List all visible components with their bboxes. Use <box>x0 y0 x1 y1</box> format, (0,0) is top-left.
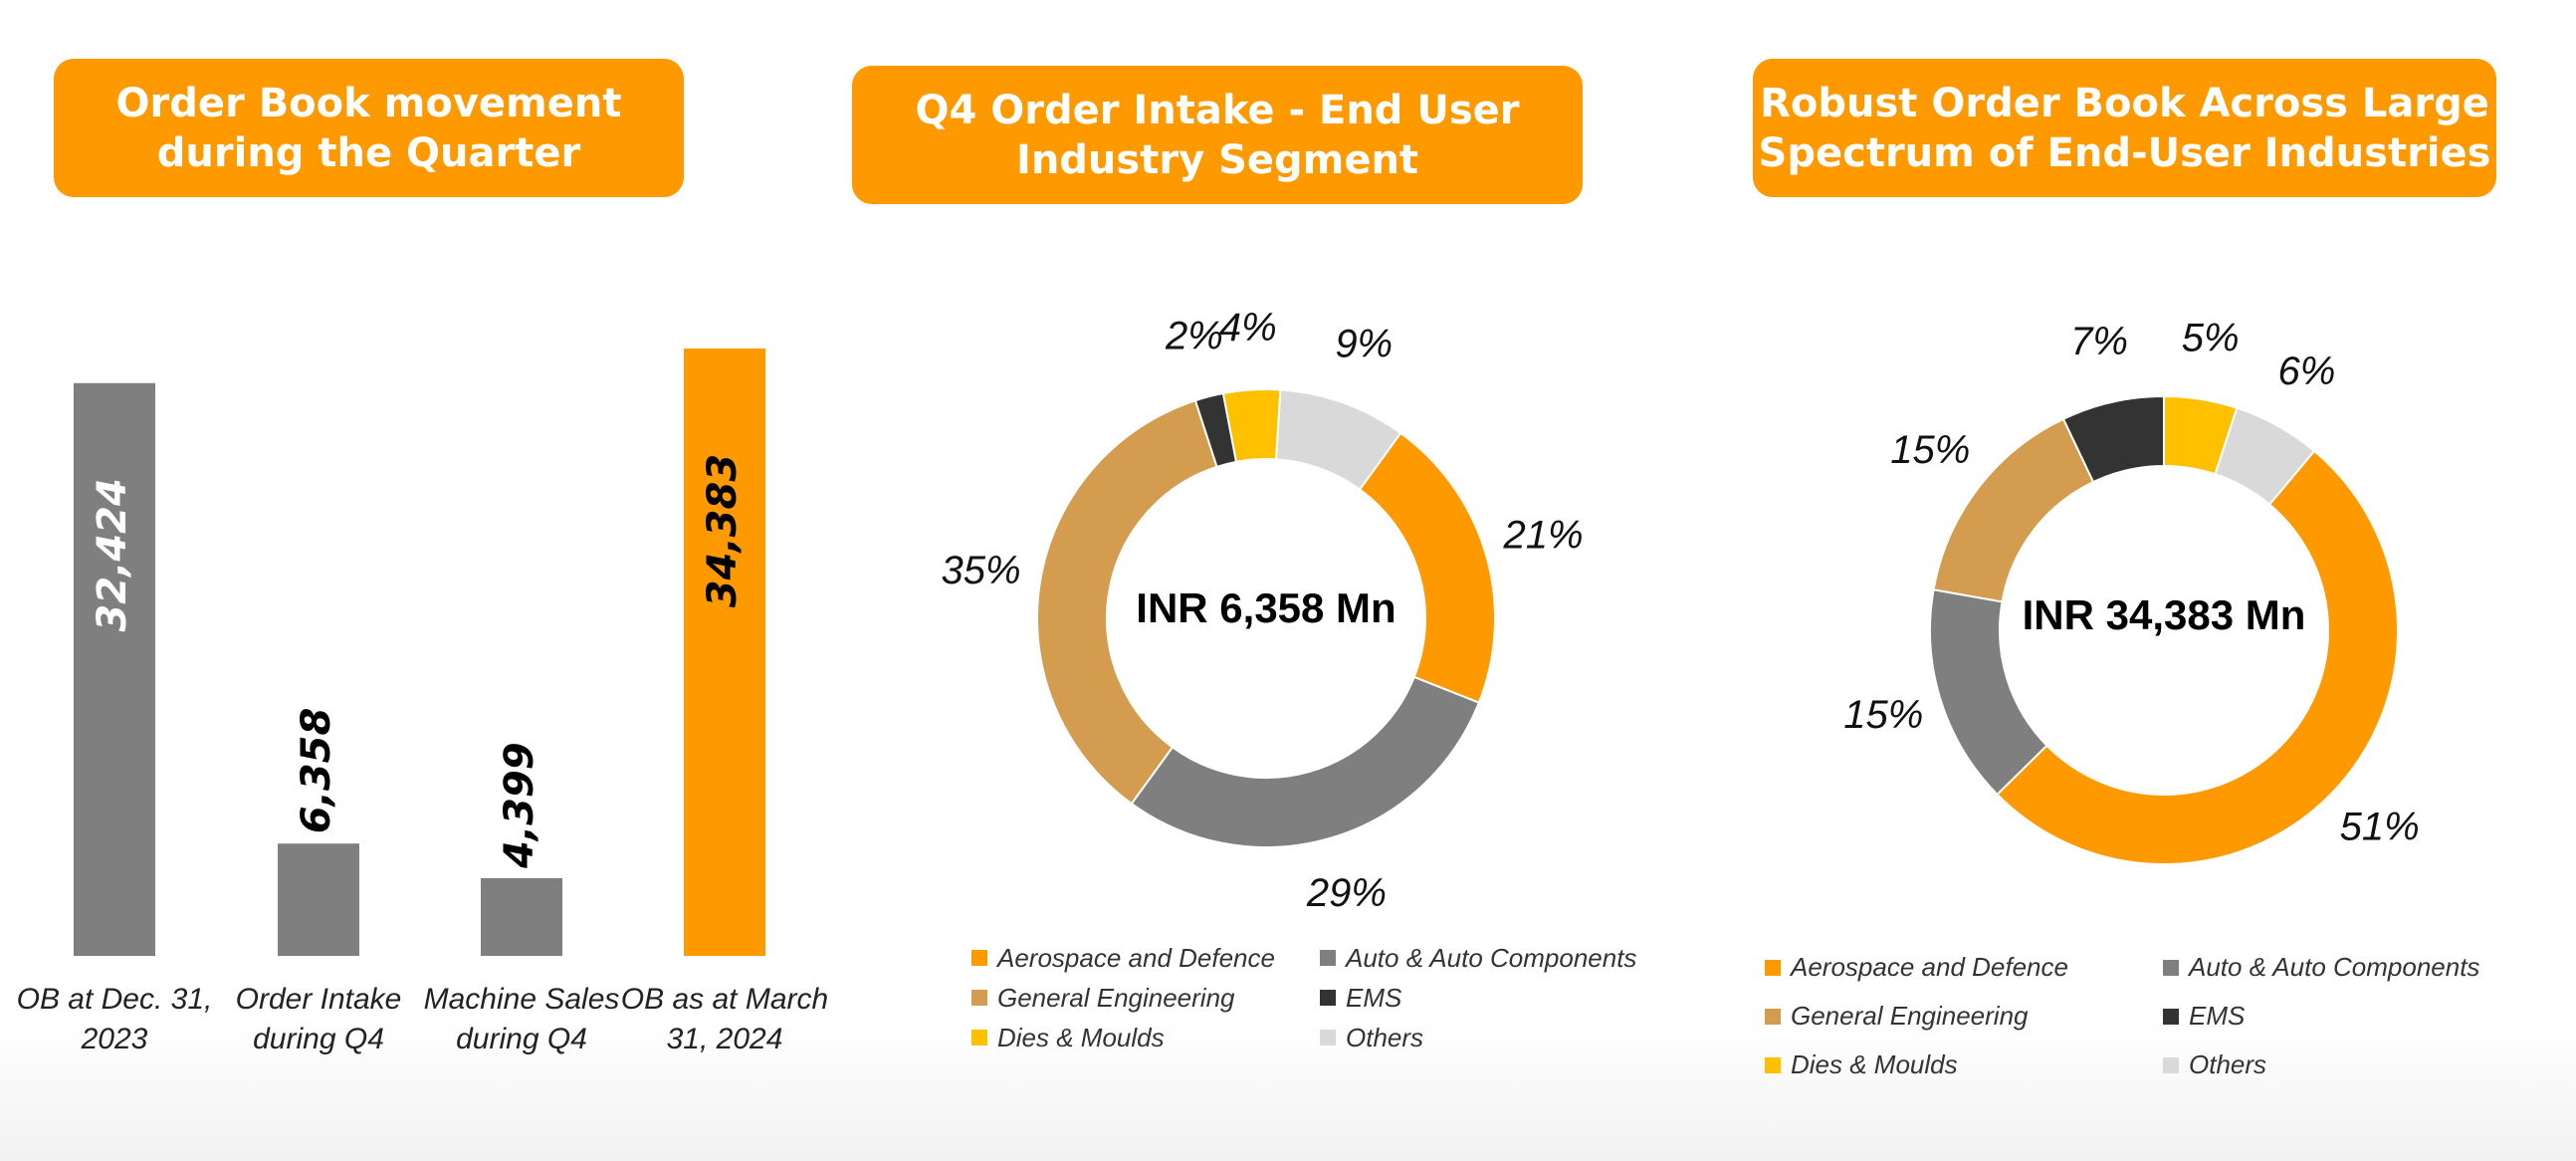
bar-category-label: OB at Dec. 31, 2023 <box>16 983 213 1055</box>
donut-slice-label: 6% <box>2278 349 2336 393</box>
bar-0 <box>74 382 155 956</box>
donut-slice-label: 35% <box>942 549 1021 592</box>
donut-slice-label: 2% <box>1165 315 1223 358</box>
legend-swatch <box>1765 1056 1781 1073</box>
legend-item: Aerospace and Defence <box>971 938 1320 978</box>
legend-swatch <box>1320 990 1336 1006</box>
bar-3 <box>684 348 765 956</box>
donut-center-label-order-book: INR 34,383 Mn <box>2022 591 2306 638</box>
bar-value-label: 6,358 <box>294 708 339 834</box>
bar-category-label: Machine Sales during Q4 <box>423 983 620 1055</box>
legend-item: Dies & Moulds <box>1765 1041 2163 1089</box>
bar-value-label: 34,383 <box>700 454 746 607</box>
legend-swatch <box>1765 1008 1781 1025</box>
donut-slice <box>1274 388 1402 491</box>
legend-swatch <box>2163 959 2179 976</box>
banner-title: Order Book movement during the Quarter <box>115 80 622 176</box>
donut-slice <box>1358 431 1496 704</box>
donut-slice-label: 21% <box>1502 514 1583 558</box>
legend-swatch <box>971 950 987 966</box>
donut-slice-label: 51% <box>2340 806 2420 849</box>
donut-slice-label: 4% <box>1219 306 1277 349</box>
legend-label: Dies & Moulds <box>997 1022 1165 1052</box>
donut-slice-label: 15% <box>1843 693 1923 737</box>
legend-label: Auto & Auto Components <box>2189 952 2480 982</box>
legend-swatch <box>1320 950 1336 966</box>
legend-label: General Engineering <box>997 982 1235 1013</box>
legend-item: Auto & Auto Components <box>2163 943 2561 992</box>
donut-slice <box>1036 398 1218 806</box>
legend-item: Others <box>2163 1041 2561 1089</box>
legend-label: Others <box>1346 1022 1424 1052</box>
donut-slice <box>1130 675 1481 848</box>
legend-label: Others <box>2189 1049 2267 1079</box>
legend-swatch <box>971 1030 987 1045</box>
legend-item: EMS <box>1320 978 1668 1018</box>
bar-category-label: Order Intake during Q4 <box>235 983 402 1055</box>
donut-slice <box>1996 449 2399 865</box>
legend-label: EMS <box>2189 1001 2246 1031</box>
legend-item: General Engineering <box>971 978 1320 1018</box>
legend-item: Aerospace and Defence <box>1765 943 2163 992</box>
legend-swatch <box>2163 1008 2179 1025</box>
bar-value-label: 4,399 <box>497 742 542 869</box>
donut-slice-label: 5% <box>2182 316 2240 359</box>
legend-item: Dies & Moulds <box>971 1018 1320 1057</box>
q4-intake-legend: Aerospace and Defence Auto & Auto Compone… <box>971 938 1668 1057</box>
donut-slice-label: 29% <box>1306 871 1387 915</box>
legend-label: Auto & Auto Components <box>1346 942 1637 973</box>
donut-slice <box>2214 406 2316 507</box>
bar-1 <box>278 843 359 956</box>
legend-label: Aerospace and Defence <box>997 942 1275 973</box>
order-book-legend: Aerospace and Defence Auto & Auto Compone… <box>1765 943 2561 1089</box>
donut-center-label-q4: INR 6,358 Mn <box>1136 584 1396 631</box>
legend-swatch <box>971 990 987 1006</box>
banner-title: Q4 Order Intake - End User Industry Segm… <box>915 87 1520 183</box>
donut-slice-label: 15% <box>1890 428 1970 472</box>
bar-2 <box>481 877 562 956</box>
robust-order-book-banner: Robust Order Book Across Large Spectrum … <box>1753 59 2496 197</box>
legend-item: General Engineering <box>1765 992 2163 1041</box>
legend-label: Aerospace and Defence <box>1791 952 2068 982</box>
legend-item: EMS <box>2163 992 2561 1041</box>
banner-title: Robust Order Book Across Large Spectrum … <box>1758 80 2491 176</box>
legend-item: Others <box>1320 1018 1668 1057</box>
legend-item: Auto & Auto Components <box>1320 938 1668 978</box>
bar-category-label: OB as at March 31, 2024 <box>620 983 829 1055</box>
bar-value-label: 32,424 <box>90 478 135 631</box>
legend-label: General Engineering <box>1791 1001 2029 1031</box>
legend-label: Dies & Moulds <box>1791 1049 1958 1079</box>
legend-swatch <box>1765 959 1781 976</box>
legend-swatch <box>1320 1030 1336 1045</box>
donut-slice-label: 7% <box>2070 320 2128 363</box>
order-book-movement-banner: Order Book movement during the Quarter <box>54 59 684 197</box>
q4-order-intake-banner: Q4 Order Intake - End User Industry Segm… <box>852 66 1583 204</box>
donut-slice-label: 9% <box>1335 323 1393 366</box>
legend-swatch <box>2163 1056 2179 1073</box>
legend-label: EMS <box>1346 982 1402 1013</box>
